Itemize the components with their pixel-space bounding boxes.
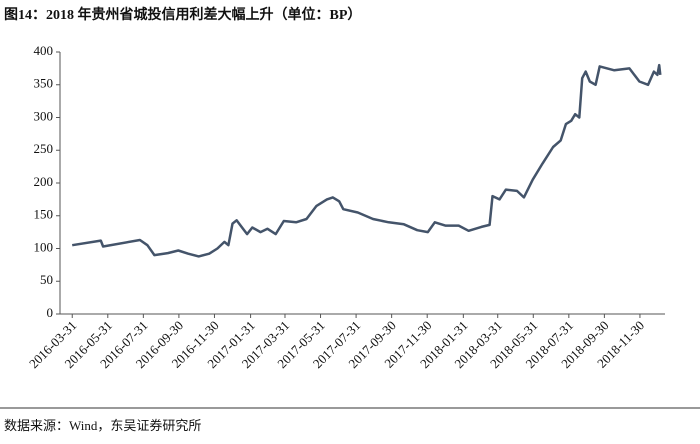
y-tick-label: 350 (34, 76, 54, 91)
y-tick-label: 50 (40, 272, 53, 287)
chart-title: 图14：2018 年贵州省城投信用利差大幅上升（单位：BP） (4, 6, 361, 23)
source-note: 数据来源：Wind，东吴证券研究所 (4, 418, 201, 433)
y-tick-label: 100 (34, 239, 54, 254)
y-tick-label: 0 (47, 305, 54, 320)
y-tick-label: 150 (34, 207, 54, 222)
y-tick-label: 400 (34, 43, 54, 58)
data-line (72, 63, 662, 258)
y-tick-label: 250 (34, 141, 54, 156)
y-tick-label: 300 (34, 108, 54, 123)
y-tick-label: 200 (34, 174, 54, 189)
